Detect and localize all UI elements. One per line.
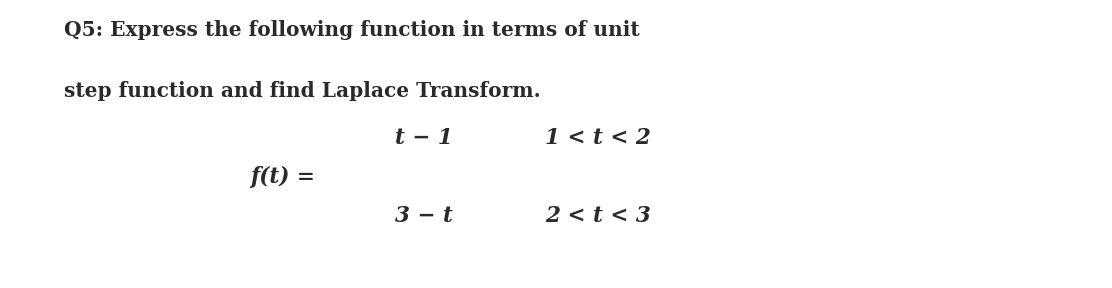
- Text: t − 1: t − 1: [395, 127, 453, 149]
- Text: 1 < t < 2: 1 < t < 2: [545, 127, 651, 149]
- Text: step function and find Laplace Transform.: step function and find Laplace Transform…: [64, 81, 542, 101]
- Text: 3 − t: 3 − t: [395, 205, 453, 227]
- Text: 2 < t < 3: 2 < t < 3: [545, 205, 651, 227]
- Text: Q5: Express the following function in terms of unit: Q5: Express the following function in te…: [64, 20, 641, 40]
- Text: f(t) =: f(t) =: [250, 166, 315, 188]
